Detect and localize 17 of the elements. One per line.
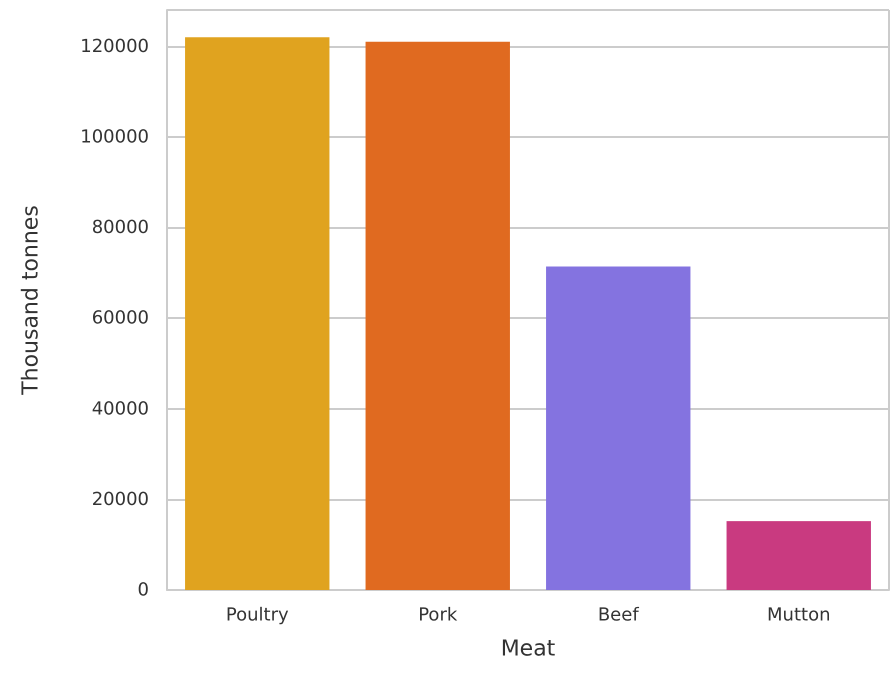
- y-tick-label: 20000: [92, 488, 149, 510]
- bar: [726, 521, 871, 590]
- y-tick-label: 60000: [92, 308, 149, 329]
- y-axis-title: Thousand tonnes: [18, 205, 44, 396]
- x-tick-label: Mutton: [767, 604, 830, 626]
- x-tick-label: Pork: [418, 604, 458, 626]
- y-tick-label: 80000: [92, 217, 149, 238]
- y-tick-label: 100000: [80, 126, 149, 148]
- y-tick-label: 0: [138, 580, 149, 600]
- bar: [185, 37, 330, 590]
- x-tick-label: Poultry: [226, 604, 289, 626]
- bar: [546, 266, 690, 590]
- y-tick-label: 40000: [92, 398, 149, 420]
- x-axis-title: Meat: [500, 636, 556, 662]
- bar: [366, 42, 510, 590]
- x-tick-label: Beef: [598, 604, 640, 626]
- y-tick-label: 120000: [80, 36, 149, 57]
